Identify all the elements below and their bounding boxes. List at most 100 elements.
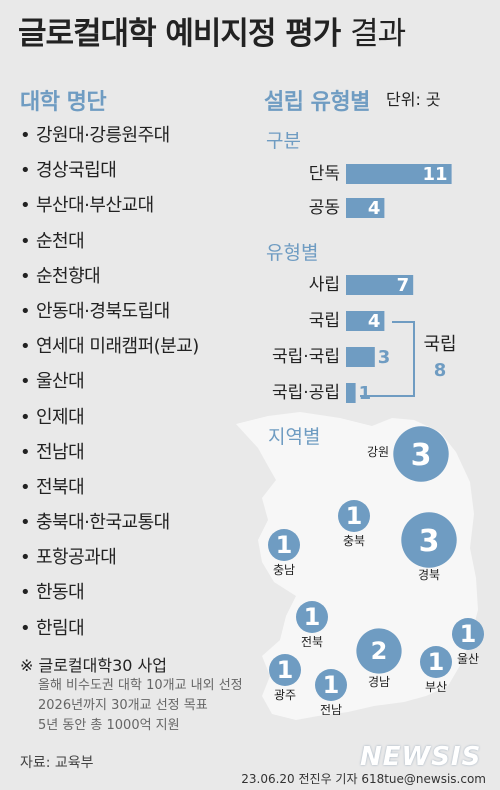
note-line: 2026년까지 30개교 선정 목표	[38, 698, 208, 713]
list-item: • 순천대	[20, 224, 199, 259]
list-item: • 연세대 미래캠퍼(분교)	[20, 329, 199, 364]
bullet-icon: •	[20, 547, 31, 569]
bubble-value: 1	[277, 656, 294, 684]
note-line: 올해 비수도권 대학 10개교 내외 선정	[38, 678, 243, 693]
list-item: • 강원대·강릉원주대	[20, 118, 199, 153]
bracket-label: 국립	[423, 334, 456, 355]
region-bubble	[356, 628, 402, 674]
bullet-icon: •	[20, 512, 31, 534]
bullet-icon: •	[20, 125, 31, 146]
note-title: ※ 글로컬대학30 사업	[20, 656, 167, 675]
list-item-label: 전북대	[36, 476, 85, 498]
bar	[346, 383, 356, 403]
title-bold: 글로컬대학 예비지정 평가	[18, 16, 341, 52]
list-item-label: 충북대·한국교통대	[36, 512, 170, 534]
type-heading: 설립 유형별	[264, 90, 370, 115]
bar	[346, 164, 452, 184]
bubble-value: 1	[346, 502, 363, 530]
region-label: 강원	[367, 445, 389, 459]
bar-label: 단독	[309, 164, 340, 184]
region-bubble	[401, 512, 457, 568]
bubble-value: 3	[419, 524, 440, 559]
bar	[346, 311, 385, 331]
list-item: • 충북대·한국교통대	[20, 505, 199, 540]
region-label: 경남	[368, 675, 390, 689]
national-bracket: 국립 8	[360, 321, 457, 397]
region-subheading: 지역별	[268, 426, 320, 448]
university-list: • 강원대·강릉원주대 • 경상국립대 • 부산대·부산교대 • 순천대 • 순천향대 • 안동대·경…	[20, 118, 199, 646]
region-bubble	[393, 426, 449, 482]
korea-map-shape	[236, 412, 478, 720]
list-item: • 부산대·부산교대	[20, 188, 199, 223]
bullet-icon: •	[20, 300, 31, 322]
bullet-icon: •	[20, 160, 31, 182]
list-item-label: 전남대	[36, 441, 85, 463]
region-label: 울산	[457, 652, 479, 666]
list-item: • 순천향대	[20, 259, 199, 294]
bullet-icon: •	[20, 336, 31, 358]
region-label: 전남	[320, 703, 342, 717]
list-item: • 한림대	[20, 611, 199, 646]
list-item: • 경상국립대	[20, 153, 199, 188]
list-item-label: 인제대	[36, 406, 85, 428]
bar-value: 11	[423, 164, 448, 185]
list-item: • 전남대	[20, 435, 199, 470]
list-item-label: 순천대	[36, 230, 85, 252]
list-item-label: 부산대·부산교대	[36, 195, 154, 217]
region-bubble	[315, 669, 347, 701]
region-label: 광주	[274, 688, 296, 702]
list-heading: 대학 명단	[20, 90, 107, 115]
list-item: • 인제대	[20, 400, 199, 435]
list-item-label: 안동대·경북도립대	[36, 300, 170, 322]
bar	[346, 275, 414, 295]
bar-value: 4	[368, 311, 381, 332]
bubble-value: 3	[411, 438, 432, 473]
bar-label: 국립	[309, 311, 340, 331]
list-item: • 전북대	[20, 470, 199, 505]
region-label: 충남	[273, 563, 295, 577]
bullet-icon: •	[20, 582, 31, 604]
bullet-icon: •	[20, 476, 31, 498]
region-label: 경북	[418, 568, 440, 582]
unit-label: 단위: 곳	[386, 90, 441, 109]
bullet-icon: •	[20, 230, 31, 252]
bar-value: 4	[368, 198, 381, 219]
region-bubble	[452, 618, 484, 650]
bar	[346, 347, 375, 367]
list-item-label: 울산대	[36, 371, 85, 393]
list-item-label: 포항공과대	[36, 547, 117, 569]
bubble-value: 1	[428, 648, 445, 676]
bar-label: 공동	[309, 198, 340, 218]
bar-label: 사립	[309, 275, 340, 295]
list-item-label: 강원대·강릉원주대	[36, 125, 170, 146]
bracket-line	[360, 321, 415, 397]
list-item-label: 순천향대	[36, 265, 101, 287]
list-item: • 안동대·경북도립대	[20, 294, 199, 329]
region-bubble	[269, 654, 301, 686]
bubble-value: 2	[371, 637, 388, 665]
bullet-icon: •	[20, 617, 31, 639]
region-bubble	[268, 529, 300, 561]
bullet-icon: •	[20, 265, 31, 287]
region-bubble	[296, 601, 328, 633]
bullet-icon: •	[20, 406, 31, 428]
type-bars: 사립 7 국립 4 국립·국립 3 국립·공립 1	[272, 275, 414, 404]
list-item-label: 경상국립대	[36, 160, 117, 182]
bracket-value: 8	[434, 360, 447, 381]
bar	[346, 198, 385, 218]
bubble-value: 1	[323, 671, 340, 699]
list-item: • 한동대	[20, 575, 199, 610]
note-line: 5년 동안 총 1000억 지원	[38, 718, 180, 733]
bubble-value: 1	[276, 531, 293, 559]
category-bars: 단독 11 공동 4	[309, 164, 452, 219]
title-light: 결과	[350, 16, 406, 52]
list-item-label: 한동대	[36, 582, 85, 604]
watermark: NEWSIS	[360, 742, 482, 772]
bullet-icon: •	[20, 441, 31, 463]
bar-label: 국립·국립	[272, 347, 340, 367]
page-title: 글로컬대학 예비지정 평가 결과	[18, 8, 406, 53]
bar-value: 3	[378, 347, 391, 368]
bubble-value: 1	[460, 620, 477, 648]
list-item: • 포항공과대	[20, 540, 199, 575]
